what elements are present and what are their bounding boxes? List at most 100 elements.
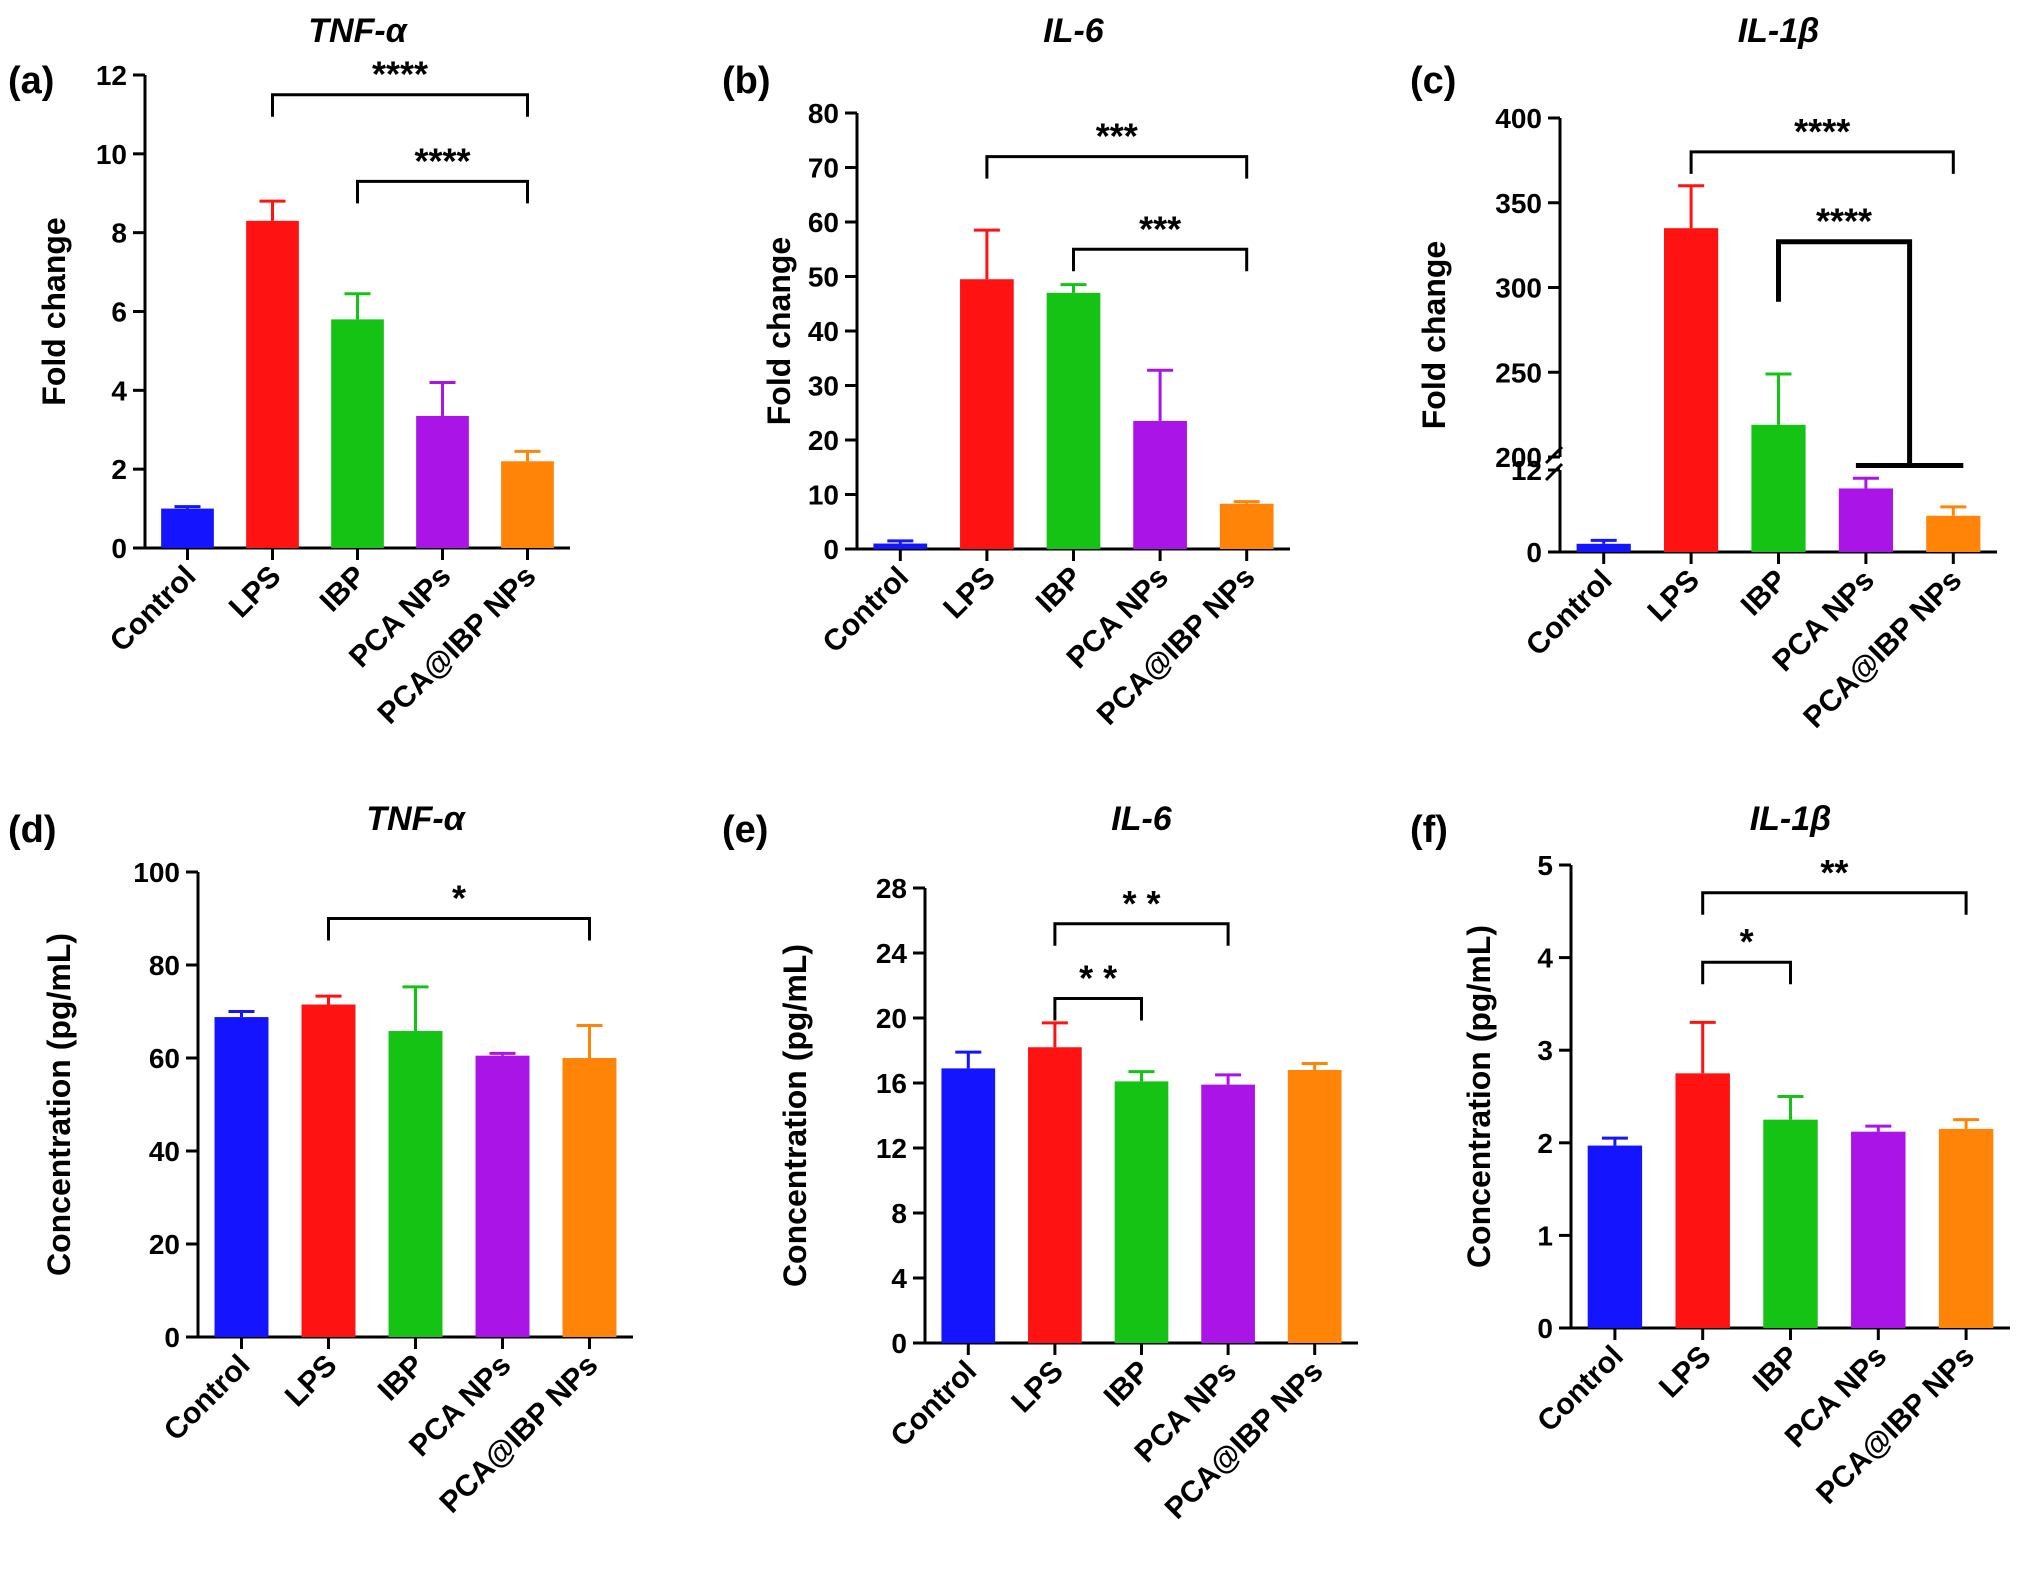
y-tick-label: 250 [1495,357,1542,388]
y-tick-label: 16 [876,1068,907,1099]
y-tick-label: 4 [891,1263,907,1294]
bar-control [1587,1145,1643,1328]
chart-panel-2: (b) IL-6 Fold change 0 10 20 30 40 50 60 70 80 Contr… [722,12,1290,732]
y-tick-label: 28 [876,873,907,904]
significance-bracket [327,917,591,941]
x-tick-label: LPS [937,561,1002,626]
x-tick-label: LPS [1641,564,1706,629]
y-tick-label: 8 [111,218,127,249]
y-tick-label: 4 [111,375,127,406]
y-tick-label: 0 [1526,537,1542,568]
y-tick-label: 1 [1537,1220,1553,1251]
y-tick-label: 80 [149,950,180,981]
x-tick-label: Control [1531,1340,1630,1439]
bar-pca-ibp-nps [1926,515,1981,552]
y-tick-label: 2 [111,454,127,485]
x-tick-label: IBP [1747,1340,1806,1399]
bar-control [161,508,214,548]
bar-pca-nps [1851,1131,1906,1328]
y-tick-label: 12 [96,60,127,91]
significance-label: *** [1139,208,1181,249]
x-tick-label: LPS [223,560,288,625]
bar-ibp [1751,424,1806,552]
panel-label: (e) [722,809,768,851]
panel-label: (f) [1410,809,1448,851]
chart-title: TNF-α [366,800,466,838]
significance-label: * * [1079,958,1117,999]
significance-label: *** [1096,116,1138,157]
y-tick-label: 350 [1495,188,1542,219]
y-tick-label: 10 [808,480,839,511]
x-tick-label: IBP [314,560,373,619]
bar-ibp [1763,1119,1818,1328]
x-tick-label: PCA@IBP NPs [1159,1355,1330,1526]
bar-pca-ibp-nps [1287,1070,1342,1343]
y-tick-label: 50 [808,262,839,293]
x-tick-label: PCA@IBP NPs [1091,561,1262,732]
chart-panel-4: (d) TNF-α Concentration (pg/mL) 0 20 40 60 80 10… [8,800,633,1520]
y-tick-label: 0 [111,533,127,564]
y-tick-label: 0 [823,534,839,565]
x-tick-label: IBP [1098,1355,1157,1414]
chart-panel-5: (e) IL-6 Concentration (pg/mL) 0 4 8 12 16 20 24 2… [722,800,1358,1526]
y-tick-label: 70 [808,153,839,184]
bar-lps [1028,1047,1082,1343]
y-tick-label: 400 [1495,103,1542,134]
y-tick-label: 0 [164,1322,180,1353]
significance-bracket [271,93,529,117]
axis-break-mark [1544,445,1564,465]
bar-ibp [1046,292,1101,549]
bar-control [873,543,928,549]
bar-lps [301,1004,356,1337]
y-axis-label: Concentration (pg/mL) [1461,925,1497,1268]
y-tick-label: 20 [876,1003,907,1034]
y-tick-label: 4 [1537,943,1553,974]
significance-bracket [356,179,529,204]
x-tick-label: Control [1520,564,1619,663]
panel-label: (a) [8,60,54,102]
y-tick-label: 5 [1537,850,1553,881]
y-axis-label: Fold change [36,217,72,405]
bar-ibp [331,319,384,548]
x-tick-label: IBP [1030,561,1089,620]
bar-ibp [1114,1081,1169,1343]
bar-lps [1664,228,1719,553]
chart-title: IL-1β [1738,12,1820,50]
y-tick-label: 8 [891,1198,907,1229]
x-tick-label: PCA@IBP NPs [433,1349,604,1520]
x-tick-label: IBP [372,1349,431,1408]
y-tick-label: 24 [876,938,908,969]
bar-ibp [388,1031,443,1337]
y-tick-label: 40 [808,316,839,347]
y-axis-label: Fold change [1416,241,1452,429]
x-tick-label: PCA@IBP NPs [1797,564,1968,735]
x-tick-label: Control [885,1355,984,1454]
significance-bracket [985,155,1249,179]
significance-bracket [1053,997,1143,1021]
x-tick-label: PCA@IBP NPs [371,560,542,731]
chart-title: IL-1β [1750,800,1832,838]
y-tick-label: 20 [808,425,839,456]
y-tick-label: 20 [149,1229,180,1260]
significance-bracket [1053,922,1230,946]
significance-label: **** [1816,201,1872,242]
y-tick-label: 30 [808,371,839,402]
significance-label: * [452,878,466,919]
bar-pca-ibp-nps [562,1058,617,1337]
x-tick-label: IBP [1735,564,1794,623]
y-axis-label: Fold change [761,237,797,425]
panel-label: (d) [8,809,57,851]
significance-label: ** [1820,852,1848,893]
y-axis-label: Concentration (pg/mL) [777,944,813,1287]
bar-lps [960,279,1014,549]
chart-title: TNF-α [308,12,408,50]
bar-control [941,1068,996,1343]
bar-pca-ibp-nps [1219,503,1274,549]
y-tick-label: 40 [149,1136,180,1167]
x-tick-label: LPS [1005,1355,1070,1420]
y-tick-label: 3 [1537,1035,1553,1066]
x-tick-label: LPS [279,1349,344,1414]
y-tick-label: 0 [1537,1313,1553,1344]
x-tick-label: PCA@IBP NPs [1810,1340,1981,1511]
